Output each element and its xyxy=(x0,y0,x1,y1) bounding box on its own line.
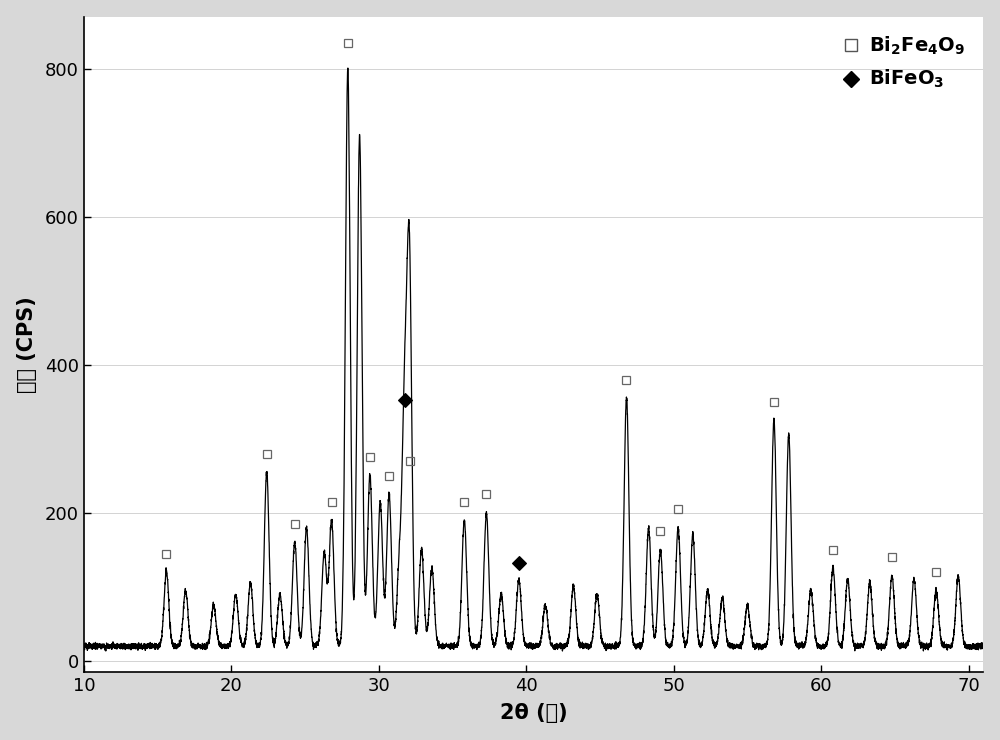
X-axis label: 2θ (度): 2θ (度) xyxy=(500,703,567,723)
Y-axis label: 强度 (CPS): 强度 (CPS) xyxy=(17,296,37,393)
Legend: $\mathregular{Bi_2Fe_4O_9}$, $\mathregular{BiFeO_3}$: $\mathregular{Bi_2Fe_4O_9}$, $\mathregul… xyxy=(835,26,974,99)
